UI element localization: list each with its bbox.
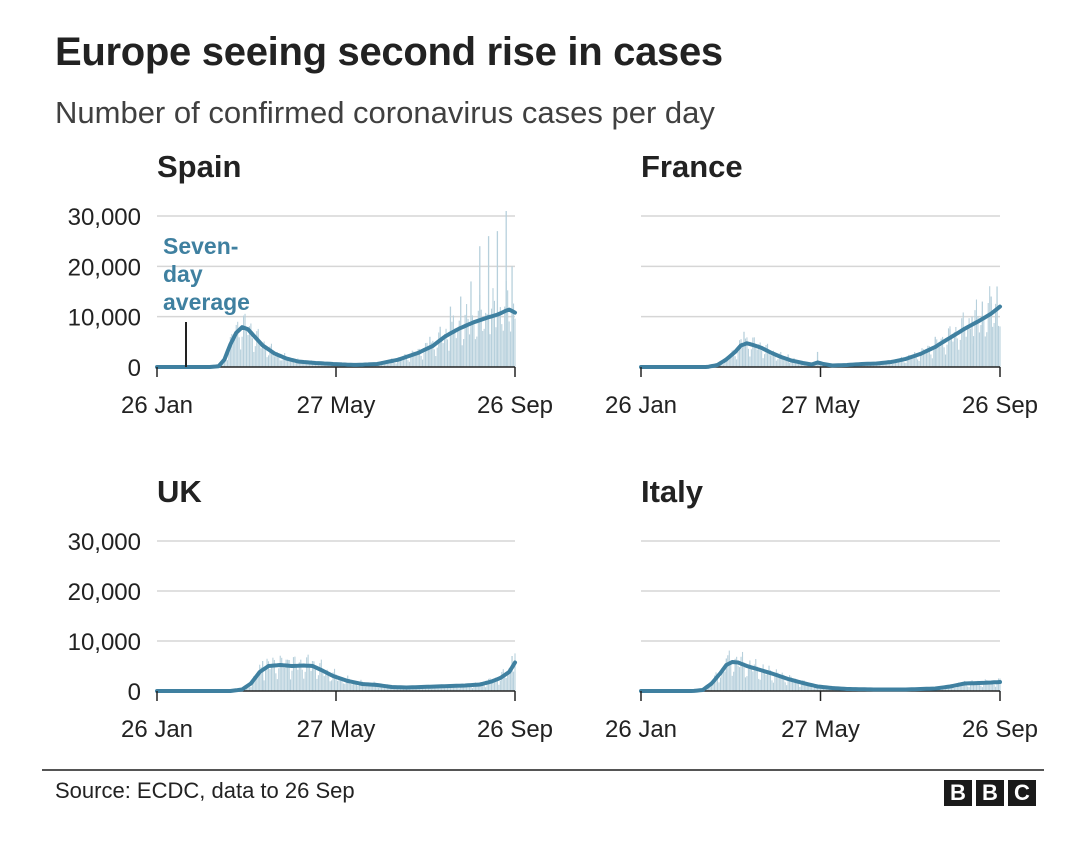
x-tick-label: 26 Jan <box>605 392 677 419</box>
panel-title: Italy <box>641 474 704 509</box>
seven-day-average-line <box>639 660 1002 693</box>
x-tick-label: 26 Sep <box>962 716 1038 743</box>
seven-day-average-line <box>155 660 517 693</box>
panel-title: UK <box>157 474 202 509</box>
panel-title: Spain <box>157 149 241 184</box>
y-tick-label: 20,000 <box>68 579 141 606</box>
chart-subtitle: Number of confirmed coronavirus cases pe… <box>55 95 715 130</box>
source-note: Source: ECDC, data to 26 Sep <box>55 778 355 803</box>
seven-day-average-line <box>155 307 517 369</box>
y-tick-label: 0 <box>128 355 141 382</box>
seven-day-average-line <box>639 304 1002 369</box>
panel-spain: Spain 0 10,000 20,000 30,000 26 Jan 27 May 26 S… <box>68 149 553 419</box>
x-tick-label: 27 May <box>781 392 860 419</box>
panel-title: France <box>641 149 743 184</box>
logo-letter: C <box>1008 780 1036 806</box>
x-tick-label: 27 May <box>781 716 860 743</box>
x-tick-label: 26 Jan <box>605 716 677 743</box>
x-tick-label: 26 Jan <box>121 716 193 743</box>
y-tick-label: 0 <box>128 679 141 706</box>
chart-title: Europe seeing second rise in cases <box>55 30 723 74</box>
y-tick-label: 30,000 <box>68 529 141 556</box>
panel-italy: Italy 26 Jan 27 May 26 Sep <box>605 474 1038 743</box>
panel-france: France 26 Jan 27 May 26 Sep <box>605 149 1038 419</box>
x-tick-label: 27 May <box>297 392 376 419</box>
y-tick-label: 20,000 <box>68 254 141 281</box>
x-tick-label: 26 Sep <box>477 392 553 419</box>
y-tick-label: 10,000 <box>68 629 141 656</box>
logo-letter: B <box>976 780 1004 806</box>
x-tick-label: 26 Sep <box>962 392 1038 419</box>
x-tick-label: 26 Jan <box>121 392 193 419</box>
logo-letter: B <box>944 780 972 806</box>
bbc-logo: B B C <box>944 780 1036 806</box>
annotation-label: Seven- <box>163 233 238 259</box>
x-tick-label: 27 May <box>297 716 376 743</box>
y-tick-label: 10,000 <box>68 305 141 332</box>
panel-uk: UK 0 10,000 20,000 30,000 26 Jan 27 May 26 Sep <box>68 474 553 743</box>
annotation-label: day <box>163 261 203 287</box>
annotation-label: average <box>163 289 250 315</box>
footer-divider <box>42 769 1044 771</box>
x-tick-label: 26 Sep <box>477 716 553 743</box>
y-tick-label: 30,000 <box>68 204 141 231</box>
